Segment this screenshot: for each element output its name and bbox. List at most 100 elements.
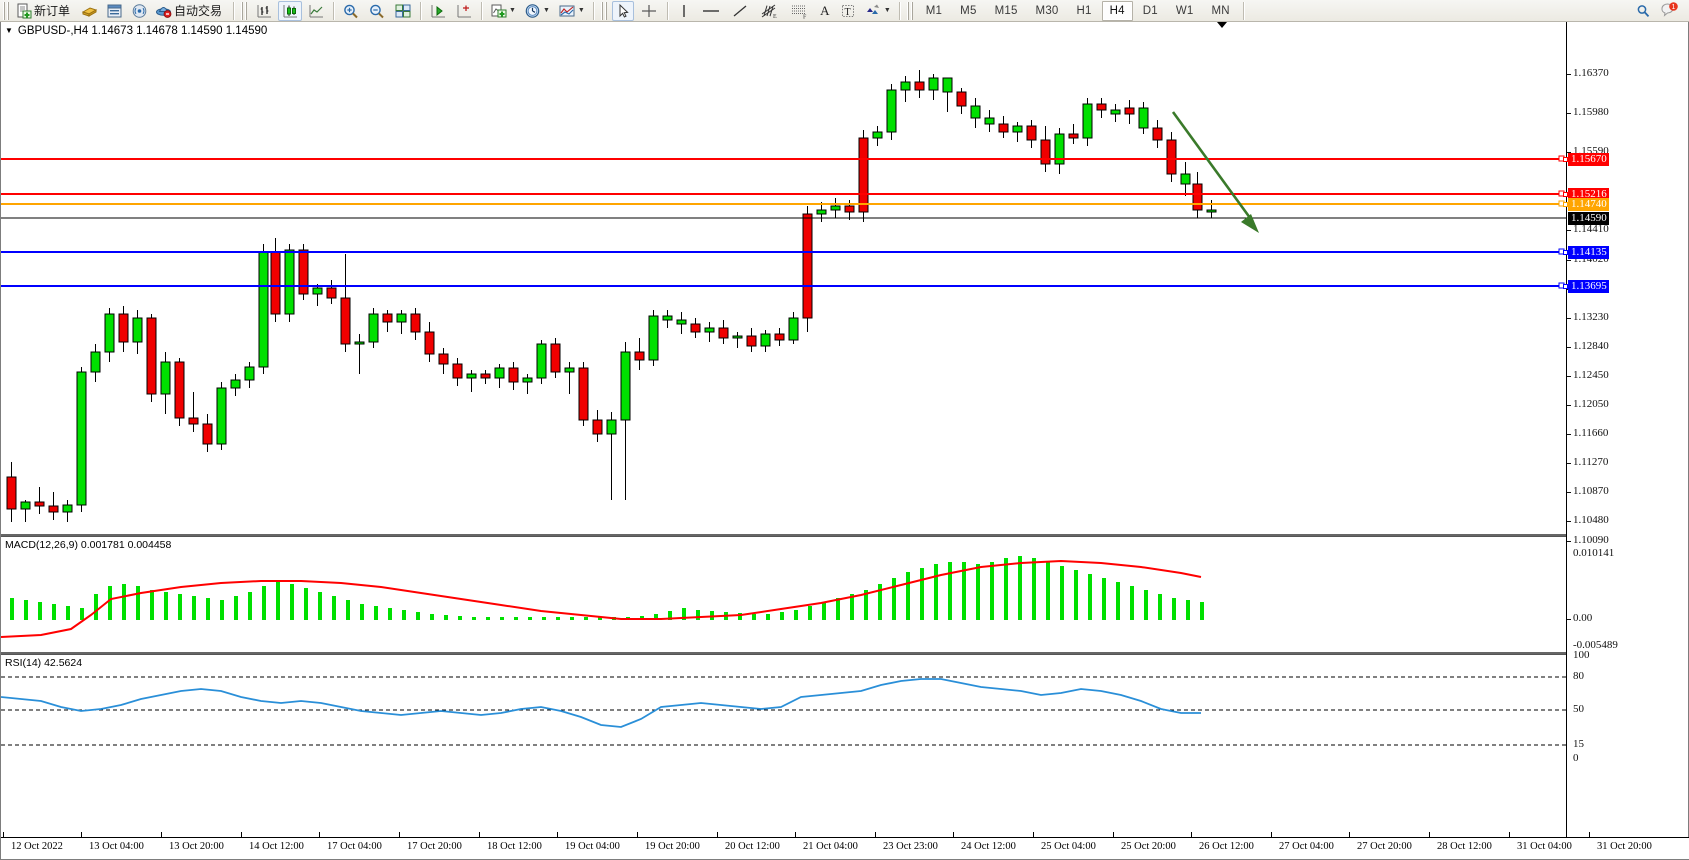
bar-chart-button[interactable] <box>252 1 276 21</box>
toolbar-separator-3 <box>420 1 422 20</box>
time-axis[interactable]: 12 Oct 2022 13 Oct 04:00 13 Oct 20:00 14 Oc… <box>1 832 1689 859</box>
time-label: 18 Oct 12:00 <box>487 841 542 852</box>
timeframe-h1[interactable]: H1 <box>1076 4 1092 17</box>
time-tick <box>241 832 242 838</box>
macd-pane[interactable]: MACD(12,26,9) 0.001781 0.004458 <box>1 536 1566 652</box>
bar-chart-icon <box>257 4 272 17</box>
price-tag-support-2[interactable]: 1.13695 <box>1563 280 1609 293</box>
indicators-button[interactable]: ▼ <box>487 1 519 21</box>
time-tick <box>717 832 718 838</box>
price-tick <box>1567 463 1571 464</box>
text-button[interactable]: A <box>815 1 835 21</box>
time-label: 27 Oct 20:00 <box>1357 841 1412 852</box>
fibonacci-retracement-button[interactable]: F <box>785 1 813 21</box>
price-tag-pivot[interactable]: 1.14740 <box>1563 198 1609 211</box>
toolbar-grip-4[interactable] <box>906 1 914 20</box>
pane-separator-1[interactable] <box>1 534 1566 536</box>
search-button[interactable] <box>1632 1 1655 21</box>
time-label: 13 Oct 20:00 <box>169 841 224 852</box>
text-label-button[interactable]: T <box>837 1 859 21</box>
price-tag-handle[interactable] <box>1563 284 1568 289</box>
macd-histogram <box>10 556 1204 620</box>
toolbar-grip-2[interactable] <box>241 1 249 20</box>
toolbar-grip[interactable] <box>3 1 10 20</box>
price-tag-handle[interactable] <box>1563 157 1568 162</box>
line-chart-button[interactable] <box>304 1 328 21</box>
text-icon: A <box>820 2 830 18</box>
data-window-icon <box>107 4 122 17</box>
rsi-scale-label: 0 <box>1573 752 1579 764</box>
cursor-icon <box>619 3 629 18</box>
chart-menu-caret-icon[interactable]: ▼ <box>5 26 13 35</box>
indicators-chevron-down-icon[interactable]: ▼ <box>509 7 516 14</box>
horizontal-line-button[interactable] <box>697 1 725 21</box>
candlestick-chart-icon <box>283 4 298 17</box>
timeframe-mn[interactable]: MN <box>1211 4 1230 17</box>
timeframe-h4[interactable]: H4 <box>1101 0 1133 21</box>
price-tag-current-price[interactable]: 1.14590 <box>1568 212 1609 225</box>
candlestick-chart-button[interactable] <box>278 0 303 21</box>
price-tag-handle[interactable] <box>1563 250 1568 255</box>
data-window-button[interactable] <box>103 1 126 21</box>
notification-count: 1 <box>1672 4 1676 11</box>
price-pane[interactable] <box>1 22 1566 534</box>
templates-icon <box>559 5 575 16</box>
timeframe-d1[interactable]: D1 <box>1142 4 1158 17</box>
rsi-pane[interactable]: RSI(14) 42.5624 <box>1 654 1566 764</box>
horizontal-levels <box>1 155 1566 289</box>
time-label: 20 Oct 12:00 <box>725 841 780 852</box>
price-tick <box>1567 318 1571 319</box>
price-tick-label: 1.11270 <box>1573 456 1609 468</box>
signal-button[interactable] <box>128 1 151 21</box>
toolbar-separator-7 <box>898 1 900 20</box>
periods-chevron-down-icon[interactable]: ▼ <box>542 7 550 14</box>
zoom-in-button[interactable] <box>339 1 363 21</box>
pane-separator-2[interactable] <box>1 652 1566 654</box>
timeframe-m15[interactable]: M15 <box>994 4 1018 17</box>
time-tick <box>399 832 400 838</box>
auto-scroll-button[interactable] <box>426 1 450 21</box>
price-tag-support-1[interactable]: 1.14135 <box>1563 246 1609 259</box>
time-tick <box>1191 832 1192 838</box>
timeframe-m1[interactable]: M1 <box>925 4 943 17</box>
templates-chevron-down-icon[interactable]: ▼ <box>577 7 585 14</box>
price-tag-handle[interactable] <box>1563 192 1568 197</box>
cheese-button[interactable] <box>78 1 101 21</box>
cursor-button[interactable] <box>611 0 634 21</box>
shapes-chevron-down-icon[interactable]: ▼ <box>883 7 891 14</box>
svg-text:T: T <box>844 7 850 18</box>
vertical-line-button[interactable] <box>673 1 695 21</box>
timeframe-m5[interactable]: M5 <box>960 4 977 17</box>
time-tick <box>795 832 796 838</box>
tile-windows-icon <box>395 4 411 17</box>
periods-button[interactable]: ▼ <box>521 1 553 21</box>
time-tick <box>81 832 82 838</box>
templates-button[interactable]: ▼ <box>555 1 588 21</box>
notifications-button[interactable]: 1 <box>1657 1 1682 21</box>
new-order-button[interactable]: 新订单 <box>14 1 76 21</box>
timeframe-m30[interactable]: M30 <box>1035 4 1059 17</box>
timeframe-w1[interactable]: W1 <box>1175 4 1194 17</box>
zoom-out-button[interactable] <box>365 1 389 21</box>
main-toolbar: 新订单 自动交易 <box>0 0 1689 22</box>
price-tag-resistance-2[interactable]: 1.15216 <box>1563 188 1609 201</box>
chart-window[interactable]: ▼ GBPUSD-,H4 1.14673 1.14678 1.14590 1.14… <box>0 22 1689 860</box>
macd-signal-line <box>1 559 1202 638</box>
toolbar-grip-3[interactable] <box>600 1 608 20</box>
tile-windows-button[interactable] <box>391 1 415 21</box>
chart-shift-button[interactable] <box>452 1 476 21</box>
crosshair-button[interactable] <box>636 1 662 21</box>
trendline-button[interactable] <box>727 1 753 21</box>
time-tick <box>637 832 638 838</box>
auto-trading-button[interactable]: 自动交易 <box>153 1 228 21</box>
price-tag-handle[interactable] <box>1563 202 1568 207</box>
equidistant-channel-button[interactable]: E <box>755 1 783 21</box>
chart-symbol-ohlc: GBPUSD-,H4 1.14673 1.14678 1.14590 1.145… <box>17 25 268 37</box>
trend-arrow-annotation[interactable] <box>1171 111 1259 233</box>
price-axis[interactable]: 1.163701.159801.155901.144101.140201.136… <box>1563 22 1688 859</box>
price-tag-resistance-1[interactable]: 1.15670 <box>1563 153 1609 166</box>
line-chart-icon <box>309 4 324 17</box>
time-label: 12 Oct 2022 <box>11 841 63 852</box>
shapes-arrows-button[interactable]: ▼ <box>861 1 894 21</box>
toolbar-separator-8 <box>1242 1 1244 20</box>
